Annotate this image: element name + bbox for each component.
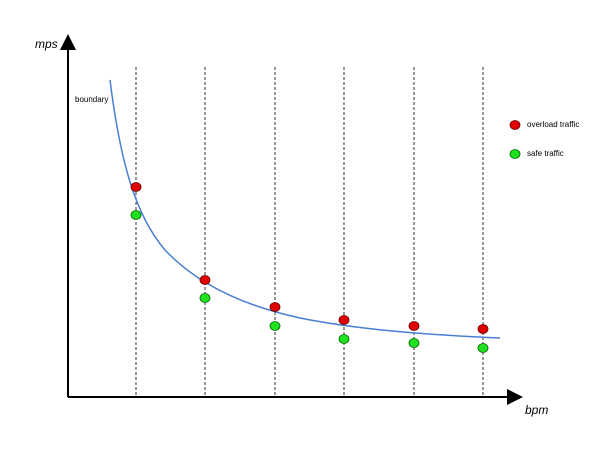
curve-label: boundary: [75, 95, 108, 104]
legend-swatch: [509, 149, 521, 159]
legend-label: safe traffic: [527, 149, 564, 158]
overload-points: [130, 182, 489, 334]
y-axis-label: mps: [35, 37, 58, 51]
x-axis-label: bpm: [525, 403, 548, 417]
grid: [135, 67, 484, 397]
legend-label: overload traffic: [527, 120, 579, 129]
boundary-curve: [109, 79, 501, 339]
safe-points: [130, 210, 489, 353]
legend: overload traffic safe traffic: [509, 120, 579, 159]
legend-swatch: [509, 120, 521, 130]
